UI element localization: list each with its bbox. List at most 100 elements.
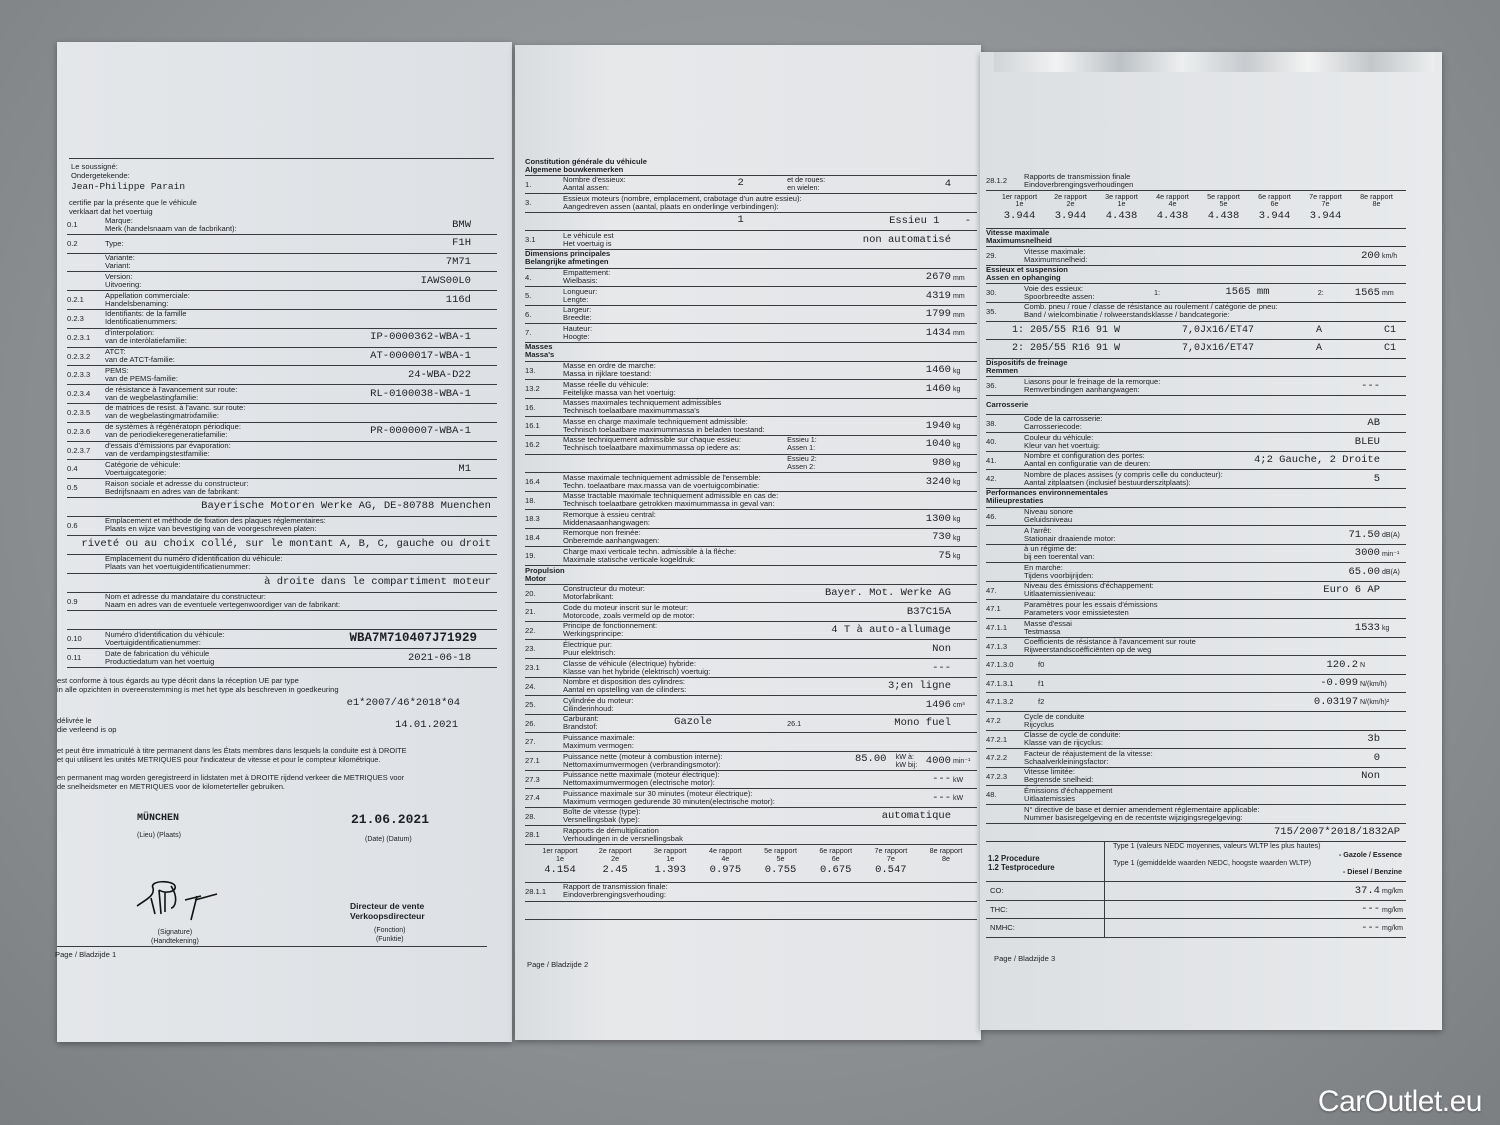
label-nl: Carrosseriecode: (1024, 422, 1082, 432)
gear-label: 6e rapport 6e (819, 845, 853, 863)
value: 4000 (925, 754, 951, 767)
label-nl: Remverbindingen aanhangwagen: (1024, 384, 1140, 394)
procedure-description: Type 1 (valeurs NEDC moyennes, valeurs W… (1104, 841, 1402, 882)
unit: N/(km/h)² (1360, 699, 1390, 707)
value: 1799 (925, 308, 951, 321)
label-fr: Charge maxi verticale techn. admissible … (563, 546, 737, 556)
label-nl: Stationair draaiende motor: (1024, 533, 1116, 543)
gear-value: 3.944 (1054, 209, 1087, 222)
label-fr: Vitesse maximale (986, 228, 1050, 238)
label-fr: Essieux moteurs (nombre, emplacement, cr… (563, 193, 802, 203)
table-row: 4. Empattement: Wielbasis: 2670 mm (525, 268, 977, 288)
table-row: 38. Code de la carrosserie: Carrosseriecod… (986, 414, 1406, 434)
procedure-nl: Type 1 (gemiddelde waarden NEDC, hoogste… (1113, 858, 1312, 868)
section-heading: Essieux et suspension Assen en ophanging (986, 265, 1406, 285)
unit: kg (953, 534, 961, 542)
value: 980 (932, 457, 951, 469)
item-code: 1. (525, 179, 532, 189)
signing-date: 21.06.2021 (351, 812, 430, 827)
table-row: 46. Niveau sonore Geluidsniveau (986, 507, 1406, 527)
unit: mm (953, 293, 965, 301)
item-code: 46. (986, 511, 997, 521)
value: --- (932, 661, 951, 674)
value: WBA7M710407J71929 (349, 630, 477, 645)
table-row: 1er rapport 1e 3.944 2e rapport 2e 3.944 3e … (986, 191, 1406, 229)
label-nl: Hoogte: (563, 331, 590, 341)
label-nl: Cilinderinhoud: (563, 703, 614, 713)
item-code: 30. (986, 288, 997, 298)
label-nl: Rijweerstandscoëfficiënten op de weg (1024, 645, 1152, 655)
table-row: 16.1 Masse en charge maximale techniqueme… (525, 417, 977, 436)
label-fr: f1 (1038, 678, 1045, 688)
label-nl: Maximumsnelheid: (1024, 254, 1088, 264)
table-row: 20. Constructeur du moteur: Motorfabrikant… (525, 584, 977, 604)
label-nl: Middenasaanhangwagen: (563, 517, 650, 527)
item-code: 13.2 (525, 384, 540, 394)
label-fr: Niveau sonore (1024, 507, 1073, 516)
item-code: 23. (525, 644, 536, 654)
table-row: 3. Essieux moteurs (nombre, emplacement, … (525, 194, 977, 213)
label-fr: Comb. pneu / roue / classe de résistance… (1024, 302, 1278, 312)
label-nl: Maximale statische verticale kogeldruk: (563, 554, 696, 564)
label-fr: Principe de fonctionnement: (563, 621, 658, 631)
value: 3240 (925, 475, 951, 488)
table-row: 0.2.3.1 d'interpolation: van de interòlati… (67, 328, 497, 348)
value: à droite dans le compartiment moteur (264, 576, 491, 589)
label-fr: Niveau des émissions d'échappement: (1024, 581, 1154, 591)
table-row: 0.2.3.6 de systèmes à régénératopn périod… (67, 422, 497, 442)
label-fr: f0 (1038, 660, 1045, 670)
value: 2670 (925, 271, 951, 284)
signatory-label-fr: Le soussigné: (71, 162, 118, 171)
value: 1460 (925, 364, 951, 377)
value: --- (1361, 379, 1380, 392)
label-fr: à un régime de: (1024, 544, 1077, 554)
table-row: 27. Puissance maximale: Maximum vermogen: (525, 733, 977, 752)
table-row: 715/2007*2018/1832AP (986, 824, 1406, 843)
item-code: 19. (525, 551, 536, 561)
item-code: 29. (986, 251, 997, 261)
registration-text-nl: en permanent mag worden geregistreerd in… (57, 773, 405, 791)
gear-value: 3.944 (1258, 209, 1291, 222)
gear-value: 3.944 (1309, 209, 1342, 222)
unit: kg (953, 553, 961, 561)
unit: mm (953, 311, 965, 319)
label-nl: Kleur van het voertuig: (1024, 440, 1100, 450)
value: IAWS00L0 (420, 274, 471, 287)
value: non automatisé (862, 233, 951, 246)
table-row: 0.2.3.2 ATCT: van de ATCT-familie: AT-00000… (67, 347, 497, 367)
label-fr: Masses maximales techniquement admissibl… (563, 398, 722, 408)
table-row: 47.2.3 Vitesse limitée: Begrensde snelheid… (986, 767, 1406, 787)
conformity-fr: est conforme à tous égards au type décri… (57, 676, 299, 685)
table-row (67, 611, 497, 631)
item-code: 13. (525, 365, 536, 375)
label-fr: ATCT: (105, 347, 126, 357)
label-nl: Nettomaximumvermogen (verbrandingsmotor)… (563, 759, 721, 769)
label-nl: Merk (handelsnaam van de facbrikant): (105, 223, 237, 233)
tyre-cell: A (1315, 324, 1322, 336)
table-row: 42. Nombre de places assises (y compris c… (986, 470, 1406, 489)
value: 3000 (1354, 547, 1380, 560)
tyre-cell: 7,0Jx16/ET47 (1182, 343, 1255, 355)
value: 1496 (925, 698, 951, 711)
label-nl: Uitlaatemissies (1024, 793, 1076, 803)
label-nl: Technisch toelaatbare maximummassa's (563, 406, 700, 416)
item-code: THC: (990, 904, 1008, 914)
item-code: 24. (525, 681, 536, 691)
label-nl: bij een toerental van: (1024, 552, 1095, 562)
label-nl: Motorcode, zoals vermeld op de motor: (563, 610, 695, 620)
label-nl: Testmassa (1024, 626, 1061, 636)
value: 7M71 (445, 256, 471, 269)
tyre-cell: 7,0Jx16/ET47 (1182, 324, 1255, 336)
signature-label: (Signature) (Handtekening) (151, 929, 199, 945)
gear-label: 2e rapport 2e (598, 845, 632, 863)
label-fr: Variante: (105, 253, 135, 263)
value: Mono fuel (894, 717, 951, 730)
value: 65.00 (1348, 565, 1380, 578)
section-heading: Carrosserie (986, 396, 1406, 415)
item-code: 5. (525, 291, 532, 301)
table-row: 18. Masse tractable maximale techniquemen… (525, 491, 977, 511)
item-code: 47.1 (986, 604, 1001, 614)
gear-ratio: 5e rapport 5e 4.438 (1198, 191, 1249, 228)
table-row: à droite dans le compartiment moteur (67, 574, 497, 593)
item-code: 16. (525, 402, 536, 412)
